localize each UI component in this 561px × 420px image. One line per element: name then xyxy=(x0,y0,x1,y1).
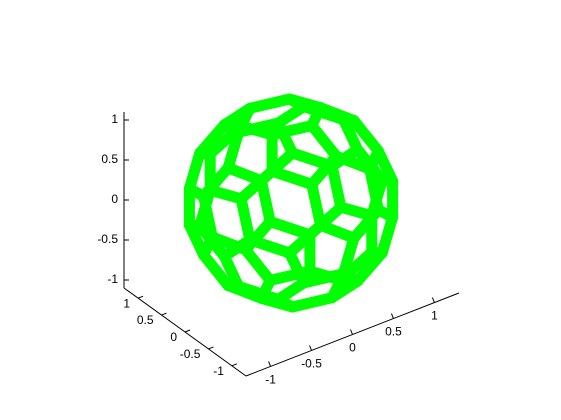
z-axis-tick-label: 0.5 xyxy=(101,152,118,166)
cage-edge xyxy=(240,244,276,286)
x-axis-tick-label: 0.5 xyxy=(385,325,402,339)
cage-edge xyxy=(338,114,364,156)
x-axis-tick-mark xyxy=(350,329,353,335)
x-axis-ticks: -1 -0.5 0 0.5 1 xyxy=(265,297,438,387)
y-axis-tick-label: 0.5 xyxy=(137,313,154,327)
cage-edge xyxy=(338,232,360,280)
cage-edge xyxy=(266,165,318,190)
cage-edge xyxy=(326,160,347,213)
cage-edge xyxy=(264,265,316,286)
cage-edge xyxy=(376,211,399,259)
cage-edge xyxy=(183,147,206,195)
cage-edge xyxy=(264,216,316,241)
x-axis-tick-label: 0 xyxy=(349,341,356,355)
truncated-icosahedron-cage xyxy=(183,93,399,313)
cage-edge xyxy=(235,193,256,246)
cage-edge xyxy=(222,280,267,304)
y-axis-tick-mark xyxy=(137,295,144,299)
cage-edge xyxy=(255,175,276,228)
cage-edge xyxy=(198,249,234,291)
cage-edge xyxy=(306,120,342,162)
cage-edge xyxy=(255,147,298,187)
y-axis-tick-mark xyxy=(161,312,167,316)
cage-edge xyxy=(286,147,338,172)
cage-edge xyxy=(198,190,218,243)
x-axis-tick-label: -1 xyxy=(265,373,276,387)
x-axis-tick-mark xyxy=(309,345,313,351)
cage-edge xyxy=(352,144,388,186)
cage-edge xyxy=(198,162,234,202)
z-axis-tick-label: -0.5 xyxy=(97,232,118,246)
cage-edge xyxy=(366,174,388,222)
y-axis-tick-label: -1 xyxy=(213,364,224,378)
cage-edge xyxy=(272,117,298,159)
y-axis-tick-label: 0 xyxy=(170,330,177,344)
y-axis-tick-label: -0.5 xyxy=(180,347,201,361)
cage-edge xyxy=(206,231,252,256)
cage-edge xyxy=(306,178,327,231)
y-axis-ticks: -1 -0.50 0.5 1 xyxy=(123,295,238,378)
cage-edge xyxy=(194,119,230,159)
z-axis-tick-label: 0 xyxy=(111,192,118,206)
x-axis-tick-label: 1 xyxy=(431,309,438,323)
cage-edge xyxy=(298,101,349,126)
cage-edge xyxy=(240,216,276,256)
x-axis-tick-mark xyxy=(390,313,394,319)
y-axis-tick-label: 1 xyxy=(123,296,130,310)
cage-edge xyxy=(348,115,384,157)
x-axis-tick-mark xyxy=(431,297,435,303)
x-axis-tick-mark xyxy=(268,361,272,367)
z-axis-ticks: -1 -0.5 0 0.5 1 xyxy=(97,112,129,286)
cage-edge xyxy=(286,292,338,313)
cage-edge xyxy=(304,201,347,241)
cage-edge xyxy=(244,93,296,114)
z-axis-tick-label: 1 xyxy=(111,112,118,126)
x-axis-tick-label: -0.5 xyxy=(301,357,322,371)
y-axis-tick-mark xyxy=(231,363,238,367)
cage-edge xyxy=(233,117,284,138)
cage-edge xyxy=(222,162,267,187)
cage-edge xyxy=(335,246,378,286)
y-axis-tick-mark xyxy=(208,346,214,350)
z-axis-tick-label: -1 xyxy=(107,272,118,286)
y-axis-tick-mark xyxy=(184,329,191,333)
cage-edge xyxy=(222,126,244,174)
